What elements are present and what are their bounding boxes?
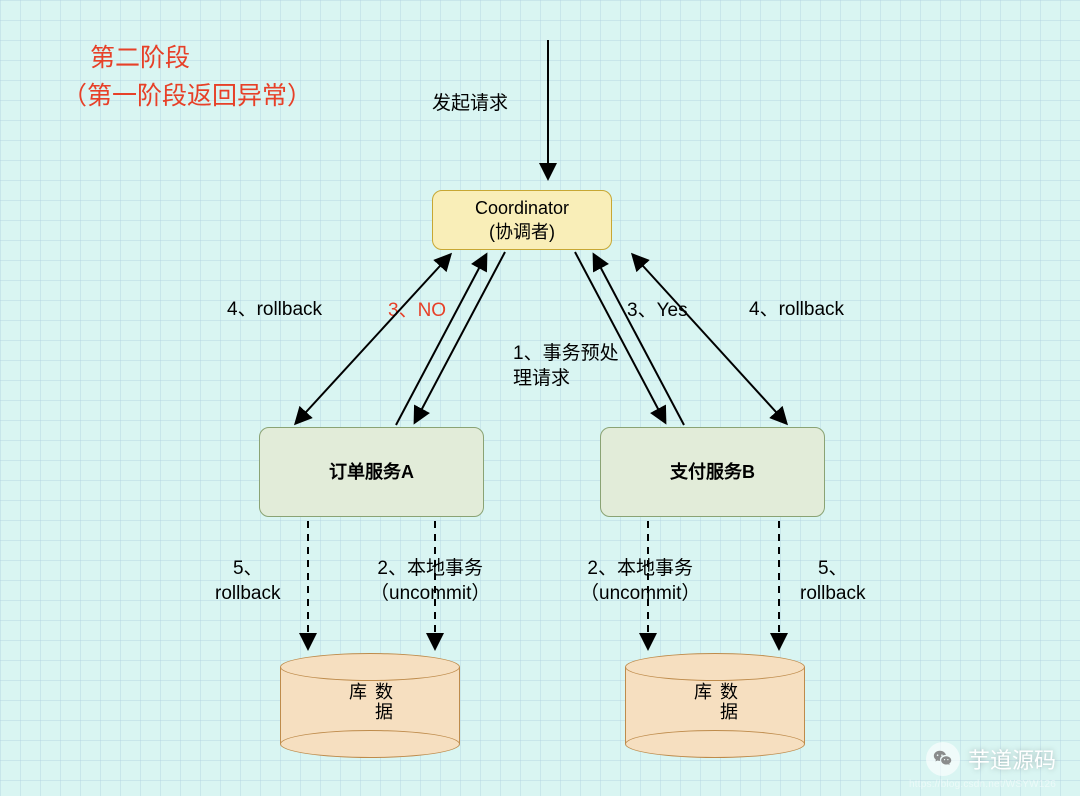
label-five-a-l2: rollback xyxy=(215,582,280,607)
coordinator-node: Coordinator (协调者) xyxy=(432,190,612,250)
coordinator-line2: (协调者) xyxy=(489,220,555,244)
label-five-a-l1: 5、 xyxy=(215,557,280,582)
label-pre-req-l2: 理请求 xyxy=(513,367,619,392)
watermark: 芋道源码 xyxy=(926,742,1056,776)
label-localtx-a-l2: （uncommit） xyxy=(370,582,490,607)
start-label: 发起请求 xyxy=(432,92,508,117)
grid-background xyxy=(0,0,1080,796)
title-line1: 第二阶段 xyxy=(90,40,312,78)
label-five-b-l1: 5、 xyxy=(800,557,865,582)
label-localtx-b: 2、本地事务 （uncommit） xyxy=(580,557,700,606)
label-rollback-a: 4、rollback xyxy=(227,298,322,323)
coordinator-line1: Coordinator xyxy=(475,196,569,220)
diagram-title: 第二阶段 （第一阶段返回异常） xyxy=(90,40,312,115)
title-line2: （第一阶段返回异常） xyxy=(62,78,312,116)
label-localtx-a-l1: 2、本地事务 xyxy=(370,557,490,582)
service-b-label: 支付服务B xyxy=(670,460,755,484)
label-rollback-b: 4、rollback xyxy=(749,298,844,323)
database-a: 数据库 xyxy=(280,653,460,758)
label-five-b-l2: rollback xyxy=(800,582,865,607)
watermark-text: 芋道源码 xyxy=(968,743,1056,775)
wechat-icon xyxy=(926,742,960,776)
label-localtx-b-l1: 2、本地事务 xyxy=(580,557,700,582)
label-pre-req: 1、事务预处 理请求 xyxy=(513,342,619,391)
label-yes: 3、Yes xyxy=(627,299,688,324)
label-five-b: 5、 rollback xyxy=(800,557,865,606)
label-localtx-a: 2、本地事务 （uncommit） xyxy=(370,557,490,606)
service-a-label: 订单服务A xyxy=(329,460,414,484)
label-pre-req-l1: 1、事务预处 xyxy=(513,342,619,367)
label-localtx-b-l2: （uncommit） xyxy=(580,582,700,607)
service-a-node: 订单服务A xyxy=(259,427,484,517)
label-five-a: 5、 rollback xyxy=(215,557,280,606)
service-b-node: 支付服务B xyxy=(600,427,825,517)
db-a-top xyxy=(280,653,460,681)
watermark-url: https://blog.csdn.net/WSYW126 xyxy=(909,779,1056,790)
db-a-label: 数据库 xyxy=(344,682,396,735)
db-b-label: 数据库 xyxy=(689,682,741,735)
database-b: 数据库 xyxy=(625,653,805,758)
label-no: 3、NO xyxy=(388,299,446,324)
db-b-top xyxy=(625,653,805,681)
